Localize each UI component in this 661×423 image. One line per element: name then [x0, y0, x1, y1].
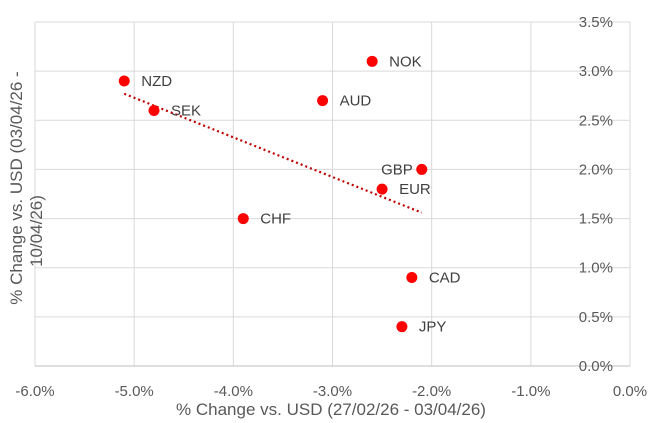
x-axis-title: % Change vs. USD (27/02/26 - 03/04/26) — [176, 400, 486, 419]
y-tick-label: 0.5% — [579, 309, 613, 326]
data-point-aud — [317, 95, 329, 107]
data-label-chf: CHF — [260, 211, 291, 228]
y-axis-ticks: 0.0% 0.5% 1.0% 1.5% 2.0% 2.5% 3.0% 3.5% — [579, 14, 613, 375]
data-point-jpy — [396, 321, 408, 333]
y-tick-label: 3.5% — [579, 14, 613, 31]
trendline — [123, 92, 423, 214]
data-points: NZD SEK NOK AUD GBP EUR CHF CAD JPY — [118, 53, 461, 336]
x-tick-label: 0.0% — [613, 383, 647, 400]
y-tick-label: 2.5% — [579, 112, 613, 129]
data-label-cad: CAD — [429, 270, 461, 287]
data-point-chf — [237, 213, 249, 225]
y-axis-title-line-1: % Change vs. USD (03/04/26 - — [7, 71, 26, 304]
data-point-sek — [148, 104, 160, 116]
data-label-eur: EUR — [399, 181, 431, 198]
y-tick-label: 1.0% — [579, 260, 613, 277]
y-axis-title-line-2: 10/04/26) — [27, 195, 46, 267]
data-label-nok: NOK — [389, 53, 422, 70]
data-point-cad — [406, 272, 418, 284]
x-tick-label: -6.0% — [15, 383, 54, 400]
x-tick-label: -4.0% — [214, 383, 253, 400]
data-label-aud: AUD — [340, 93, 372, 110]
y-tick-label: 0.0% — [579, 358, 613, 375]
data-point-nok — [366, 55, 378, 67]
x-tick-label: -3.0% — [313, 383, 352, 400]
data-point-eur — [376, 183, 388, 195]
y-tick-label: 1.5% — [579, 211, 613, 228]
y-tick-label: 3.0% — [579, 63, 613, 80]
data-label-gbp: GBP — [381, 161, 413, 178]
x-tick-label: -2.0% — [412, 383, 451, 400]
data-point-gbp — [416, 163, 428, 175]
x-tick-label: -1.0% — [511, 383, 550, 400]
x-axis-ticks: -6.0% -5.0% -4.0% -3.0% -2.0% -1.0% 0.0% — [15, 383, 647, 400]
gridlines — [34, 21, 631, 367]
x-tick-label: -5.0% — [115, 383, 154, 400]
trendline-path — [123, 92, 423, 214]
data-label-jpy: JPY — [419, 319, 447, 336]
y-tick-label: 2.0% — [579, 161, 613, 178]
data-label-nzd: NZD — [141, 73, 172, 90]
y-axis-title: % Change vs. USD (03/04/26 - 10/04/26) — [7, 71, 46, 304]
data-label-sek: SEK — [171, 102, 201, 119]
data-point-nzd — [118, 75, 130, 87]
